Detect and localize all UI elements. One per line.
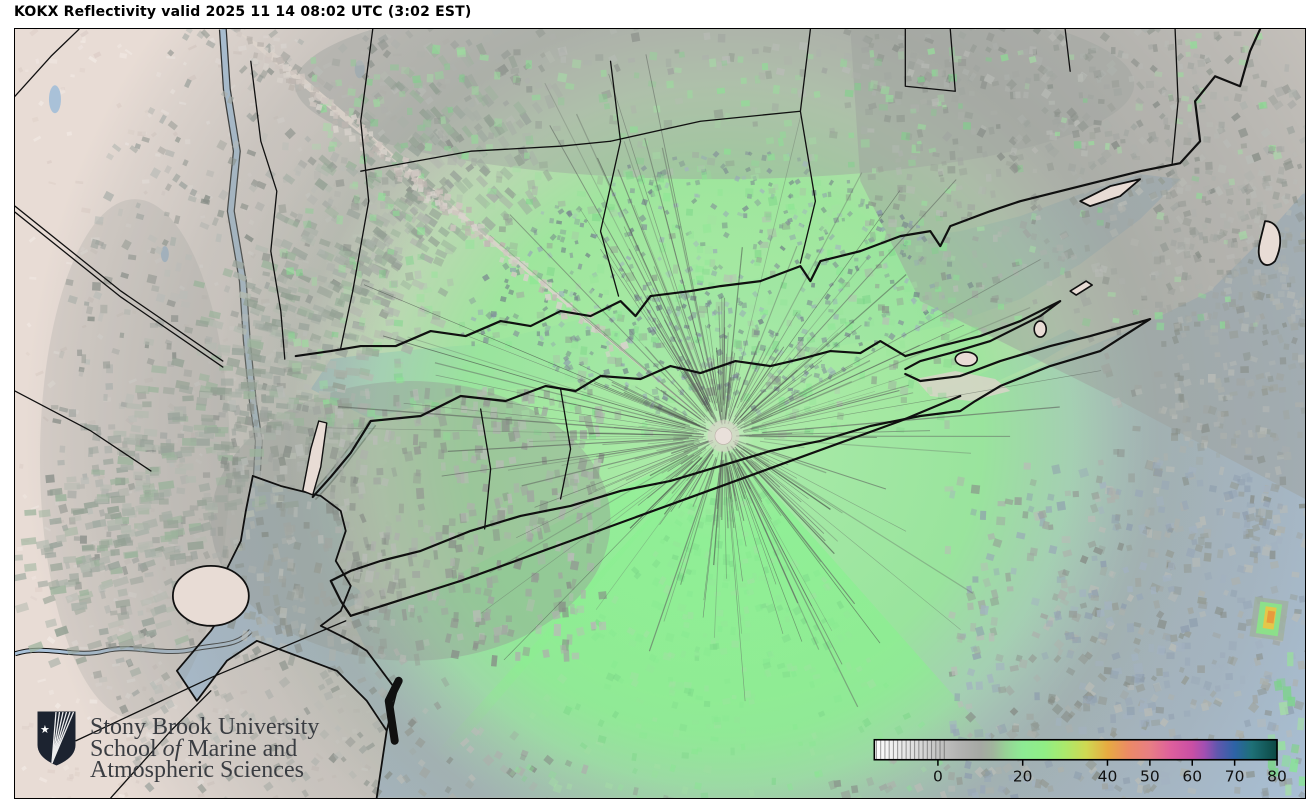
basemap-svg: 0 20 40 50 60 70 80 — [15, 29, 1305, 798]
lake-1 — [48, 85, 61, 114]
radar-site — [707, 419, 740, 452]
colorbar-tick-label: 70 — [1225, 768, 1245, 786]
island-gardiners — [1033, 320, 1047, 338]
colorbar-tick-label: 50 — [1140, 768, 1160, 786]
state-county-lines — [15, 29, 1179, 798]
logo-line-1: Stony Brook University — [90, 714, 320, 740]
coast-li-north-shore — [311, 339, 907, 499]
island-shelter — [954, 351, 979, 367]
coast-staten-island — [171, 564, 250, 627]
sbu-shield-icon: ★ — [37, 711, 76, 766]
echo-gray-northeast — [850, 29, 1305, 499]
coast-manhattan — [302, 420, 328, 496]
logo-line-2: School of Marine and — [90, 735, 298, 762]
sbu-logo: ★ Stony Brook University School of Marin… — [36, 710, 319, 782]
colorbar-tick-label: 40 — [1098, 768, 1118, 786]
coast-barrier-beach — [349, 394, 962, 617]
island-plum — [1069, 280, 1093, 296]
coast-sandy-hook-outline — [384, 676, 403, 745]
strong-echo-cell — [1249, 596, 1289, 641]
island-fishers — [1079, 178, 1142, 208]
shield-star-icon: ★ — [40, 723, 50, 736]
colorbar-tick-label: 0 — [933, 768, 943, 786]
colorbar-tick-label: 20 — [1013, 768, 1033, 786]
colorbar: 0 20 40 50 60 70 80 — [873, 738, 1287, 786]
logo-line-3: Atmospheric Sciences — [90, 757, 304, 783]
colorbar-tick-label: 60 — [1182, 768, 1202, 786]
coast-harbor — [251, 475, 398, 732]
sbu-logo-text: Stony Brook University School of Marine … — [90, 714, 320, 783]
coast-south-fork-and-shore — [329, 317, 1152, 617]
map-title: KOKX Reflectivity valid 2025 11 14 08:02… — [14, 4, 472, 20]
coast-harbor-west — [175, 475, 388, 798]
radar-map: 0 20 40 50 60 70 80 ★ Stony Bro — [14, 28, 1306, 799]
colorbar-gradient — [874, 739, 1278, 760]
coast-north-fork — [904, 299, 1062, 371]
radar-speckle-layer — [15, 29, 1305, 798]
boundary-layer — [15, 29, 1282, 798]
colorbar-frame — [873, 738, 1278, 761]
coast-connecticut — [294, 29, 1262, 358]
radar-site-dot — [714, 427, 733, 445]
colorbar-tick-label: 80 — [1267, 768, 1287, 786]
island-block — [1257, 220, 1282, 266]
